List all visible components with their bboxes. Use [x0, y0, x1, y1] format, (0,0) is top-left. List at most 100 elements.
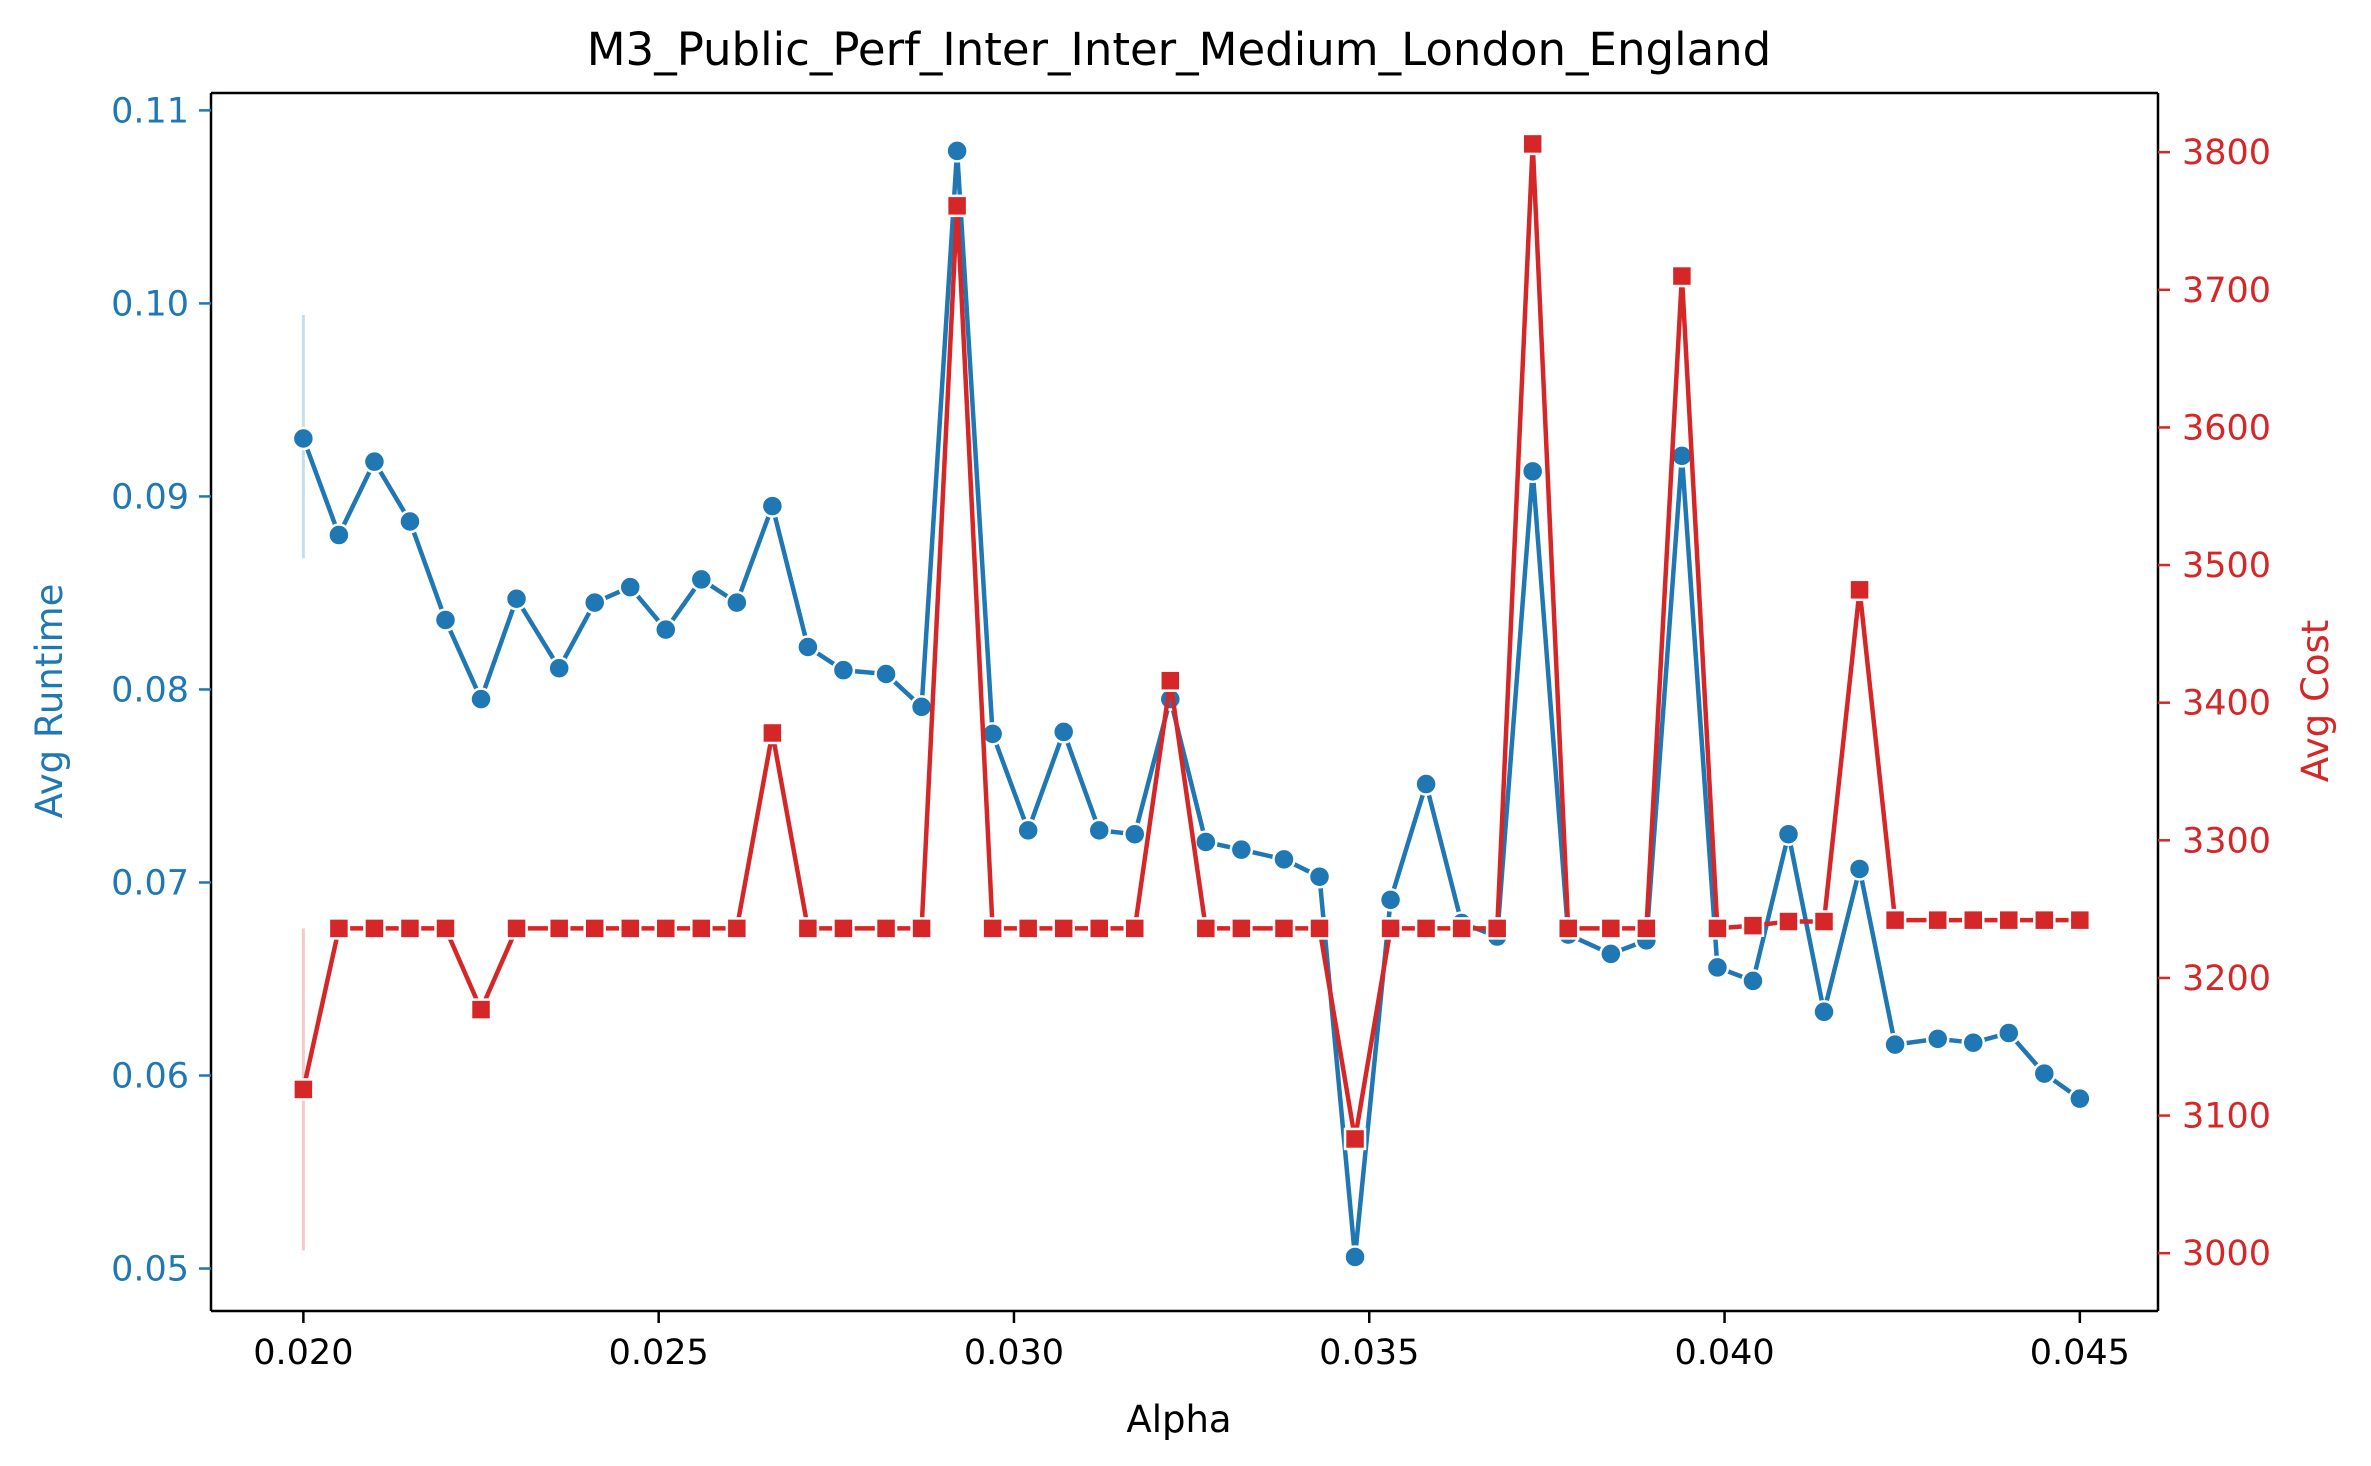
- cost-point: [2068, 908, 2092, 932]
- cost-point: [1706, 917, 1729, 940]
- runtime-point: [1847, 857, 1872, 881]
- y-axis-right-title: Avg Cost: [2294, 620, 2337, 783]
- runtime-point: [725, 590, 749, 615]
- runtime-point: [1343, 1245, 1367, 1269]
- runtime-point: [1925, 1027, 1950, 1051]
- x-tick-label: 0.045: [2030, 1333, 2130, 1373]
- cost-point: [796, 917, 820, 940]
- runtime-point: [1599, 942, 1623, 966]
- cost-point: [1450, 917, 1473, 940]
- runtime-point: [654, 617, 678, 642]
- cost-point: [981, 917, 1004, 940]
- cost-point: [1230, 917, 1253, 940]
- cost-point: [469, 998, 493, 1021]
- runtime-point: [1705, 955, 1730, 980]
- runtime-point: [327, 523, 351, 547]
- cost-point: [434, 917, 457, 940]
- cost-point: [945, 194, 969, 218]
- cost-point: [398, 917, 422, 940]
- runtime-point: [2068, 1086, 2092, 1111]
- cost-point: [1926, 908, 1949, 932]
- cost-point: [1961, 908, 1985, 932]
- y-right-tick-label: 3100: [2182, 1097, 2271, 1137]
- cost-point: [1777, 910, 1800, 933]
- runtime-point: [547, 656, 571, 680]
- runtime-point: [1194, 830, 1218, 854]
- y-right-tick-label: 3500: [2182, 546, 2271, 586]
- cost-point: [1379, 917, 1402, 940]
- runtime-point: [909, 695, 934, 719]
- runtime-point: [1997, 1021, 2021, 1045]
- runtime-point: [831, 658, 856, 682]
- cost-point: [1194, 917, 1218, 940]
- y-left-tick-label: 0.09: [111, 477, 189, 517]
- x-tick-label: 0.040: [1674, 1333, 1774, 1373]
- runtime-markers: [291, 139, 2092, 1269]
- cost-point: [327, 917, 351, 940]
- cost-markers: [292, 132, 2092, 1151]
- cost-point: [1052, 917, 1075, 940]
- runtime-point: [1272, 847, 1296, 872]
- x-tick-label: 0.025: [609, 1333, 709, 1373]
- runtime-point: [582, 590, 607, 615]
- runtime-point: [1051, 720, 1076, 744]
- cost-point: [874, 917, 898, 940]
- runtime-point: [1741, 969, 1765, 993]
- y-right-tick-label: 3800: [2182, 133, 2271, 173]
- runtime-point: [1087, 818, 1111, 843]
- cost-point: [1670, 264, 1694, 288]
- cost-point: [832, 917, 855, 940]
- cost-point: [1123, 917, 1147, 940]
- y-left-tick-label: 0.10: [111, 284, 189, 324]
- runtime-point: [689, 567, 714, 592]
- x-tick-label: 0.035: [1319, 1333, 1419, 1373]
- cost-point: [1635, 917, 1658, 940]
- runtime-point: [1812, 1000, 1836, 1024]
- cost-series-line: [301, 141, 2080, 1142]
- cost-point: [654, 917, 678, 940]
- runtime-point: [1520, 459, 1545, 484]
- cost-point: [1812, 910, 1836, 933]
- runtime-series-line: [301, 148, 2082, 1260]
- y-left-tick-label: 0.07: [111, 863, 189, 903]
- y-left-tick-label: 0.05: [111, 1250, 189, 1290]
- cost-point: [1883, 908, 1907, 932]
- runtime-point: [1961, 1030, 1985, 1055]
- x-axis-title: Alpha: [1126, 1398, 1231, 1441]
- y-left-tick-label: 0.11: [111, 91, 189, 131]
- x-tick-label: 0.020: [253, 1333, 353, 1373]
- chart-title: M3_Public_Perf_Inter_Inter_Medium_London…: [587, 23, 1772, 76]
- runtime-point: [433, 608, 458, 632]
- cost-point: [910, 917, 933, 940]
- cost-point: [1741, 914, 1765, 937]
- y-left-tick-label: 0.06: [111, 1057, 189, 1097]
- runtime-point: [874, 662, 898, 686]
- runtime-point: [1776, 822, 1801, 846]
- cost-point: [1414, 917, 1438, 940]
- runtime-point: [2032, 1061, 2057, 1086]
- runtime-point: [1016, 818, 1040, 843]
- cost-point: [363, 917, 386, 940]
- cost-point: [1485, 917, 1509, 940]
- cost-point: [1343, 1127, 1367, 1151]
- runtime-point: [362, 449, 387, 474]
- cost-point: [547, 917, 571, 940]
- cost-point: [1997, 908, 2021, 932]
- runtime-point: [1378, 888, 1403, 912]
- cost-point: [2033, 908, 2056, 932]
- cost-point: [1308, 917, 1331, 940]
- runtime-point: [760, 494, 785, 518]
- plot-series: [291, 132, 2092, 1269]
- cost-point: [1272, 917, 1296, 940]
- cost-point: [583, 917, 606, 940]
- runtime-point: [1229, 837, 1254, 862]
- y-axis-left-title: Avg Runtime: [28, 584, 71, 819]
- cost-point: [725, 917, 749, 940]
- cost-point: [1848, 578, 1871, 602]
- runtime-point: [291, 426, 316, 451]
- runtime-point: [1307, 864, 1332, 889]
- cost-point: [761, 721, 784, 745]
- x-tick-label: 0.030: [964, 1333, 1064, 1373]
- axes: 0.020 0.025 0.030 0.035 0.040 0.045 0.05 0.06 0.…: [111, 91, 2271, 1373]
